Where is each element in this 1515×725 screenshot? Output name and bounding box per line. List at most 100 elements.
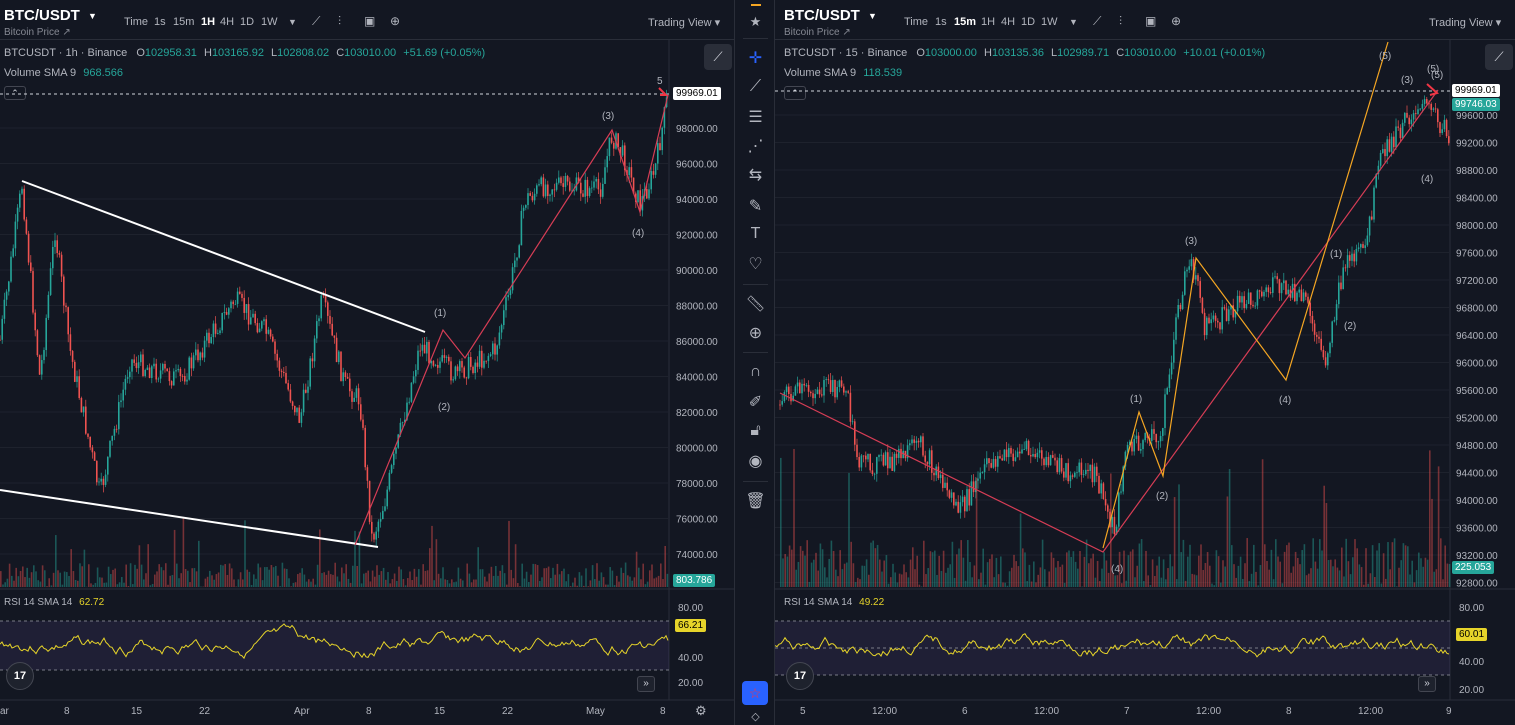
candle-body: [527, 193, 529, 206]
diamond-icon[interactable]: ◇: [751, 711, 760, 723]
projection-icon[interactable]: ⇆: [748, 167, 763, 184]
text-icon[interactable]: T: [750, 225, 761, 242]
price-axis-label: 98000.00: [676, 124, 718, 135]
candle-body: [613, 142, 615, 149]
chevron-down-icon[interactable]: ▼: [288, 17, 297, 27]
candle-body: [210, 337, 212, 344]
timeframe-1w[interactable]: 1W: [261, 16, 278, 28]
ruler-icon[interactable]: 📏︎: [745, 296, 766, 313]
tradingview-logo[interactable]: 17: [786, 662, 814, 690]
timeframe-1w[interactable]: 1W: [1041, 16, 1058, 28]
crosshair-icon[interactable]: ✛: [748, 50, 763, 67]
eye-icon[interactable]: ◉: [748, 453, 763, 470]
add-icon[interactable]: ⊕: [390, 14, 401, 28]
yellow-wave-label-3: (3): [1401, 75, 1413, 86]
candle-body: [593, 181, 595, 188]
right-price-chart[interactable]: 99600.00 99200.00 98800.00 98400.00 98000.00…: [775, 0, 1515, 725]
volume-bar: [1435, 569, 1438, 587]
lock-icon[interactable]: 🔓︎: [750, 422, 761, 439]
candles-icon[interactable]: ⫶: [1119, 14, 1123, 28]
volume-bar: [786, 556, 789, 587]
candle-body: [474, 362, 476, 374]
timeframe-15m[interactable]: 15m: [954, 16, 977, 28]
brush-icon[interactable]: ✎: [748, 198, 763, 215]
candle-body: [456, 366, 459, 372]
pattern-icon[interactable]: ⋰: [747, 138, 764, 155]
symbol-title[interactable]: BTC/USDT: [4, 7, 80, 24]
camera-icon[interactable]: ▣: [1145, 14, 1157, 28]
scroll-right-button[interactable]: »: [1418, 676, 1436, 692]
symbol-subtitle[interactable]: Bitcoin Price ↗: [4, 27, 71, 38]
heart-icon[interactable]: ♡: [748, 256, 763, 273]
symbol-title[interactable]: BTC/USDT: [784, 7, 860, 24]
scroll-right-button[interactable]: »: [637, 676, 655, 692]
timeframe-time[interactable]: Time: [124, 16, 149, 28]
timeframe-1s[interactable]: 1s: [154, 16, 166, 28]
fib-icon[interactable]: ☰: [748, 109, 763, 126]
volume-bar: [543, 568, 545, 587]
star-icon[interactable]: ★: [749, 14, 762, 29]
chevron-down-icon[interactable]: ▼: [1069, 17, 1078, 27]
add-icon[interactable]: ⊕: [1171, 14, 1182, 28]
magnet-icon[interactable]: ∩: [749, 363, 762, 380]
left-price-chart[interactable]: 98000.00 96000.00 94000.00 92000.00 90000.00…: [0, 0, 734, 725]
timeframe-1s[interactable]: 1s: [935, 16, 947, 28]
trading-view-menu[interactable]: Trading View ▾: [1429, 17, 1502, 29]
candle-body: [485, 360, 487, 362]
watchlist-star-button[interactable]: ☆: [742, 681, 768, 705]
candle-body: [1142, 440, 1144, 450]
candle-body: [47, 294, 50, 318]
drawing-toggle-button[interactable]: ⟋: [1485, 44, 1513, 70]
indicator-chart-icon[interactable]: ⟋: [1093, 14, 1102, 28]
right-chart-panel[interactable]: BTC/USDT ▼ Bitcoin Price ↗ Time 1s 15m 1…: [775, 0, 1515, 725]
candle-body: [1096, 466, 1098, 476]
chevron-down-icon[interactable]: ▼: [868, 11, 877, 21]
volume-bar: [1448, 564, 1451, 587]
volume-bar: [173, 529, 176, 587]
timeframe-time[interactable]: Time: [904, 16, 929, 28]
candles-icon[interactable]: ⫶: [338, 14, 342, 28]
collapse-legend-button[interactable]: ⌃: [4, 86, 26, 100]
candle-body: [120, 400, 122, 403]
timeframe-1h[interactable]: 1H: [981, 16, 996, 28]
candle-body: [531, 195, 534, 201]
zoom-icon[interactable]: ⊕: [748, 325, 763, 342]
candle-body: [849, 392, 852, 422]
gear-icon[interactable]: ⚙: [695, 703, 707, 718]
tradingview-logo[interactable]: 17: [6, 662, 34, 690]
trading-view-menu[interactable]: Trading View ▾: [648, 17, 721, 29]
volume-bar: [1242, 578, 1244, 587]
trash-icon[interactable]: 🗑︎: [745, 493, 766, 510]
orange-wave-label-1: (1): [1130, 394, 1142, 405]
indicator-chart-icon[interactable]: ⟋: [312, 14, 321, 28]
candle-body: [650, 171, 652, 190]
timeframe-1d[interactable]: 1D: [240, 16, 255, 28]
chevron-down-icon[interactable]: ▼: [88, 11, 97, 21]
trend-line-icon[interactable]: ⟋: [749, 78, 762, 95]
timeframe-1h[interactable]: 1H: [201, 16, 216, 28]
price-axis-label: 90000.00: [676, 266, 718, 277]
volume-bar: [310, 581, 312, 587]
timeframe-4h[interactable]: 4H: [1001, 16, 1016, 28]
volume-bar: [387, 572, 389, 587]
candle-body: [278, 360, 281, 371]
volume-bar: [226, 574, 229, 587]
candle-body: [243, 297, 245, 313]
timeframe-1d[interactable]: 1D: [1021, 16, 1036, 28]
drawing-toggle-button[interactable]: ⟋: [704, 44, 732, 70]
ohlc-legend: BTCUSDT · 1h · Binance O102958.31 H10316…: [4, 47, 486, 59]
candle-body: [349, 378, 351, 392]
timeframe-15m[interactable]: 15m: [173, 16, 195, 28]
collapse-legend-button[interactable]: ⌃: [784, 86, 806, 100]
volume-bar: [81, 566, 83, 587]
lock-draw-icon[interactable]: ✐: [748, 394, 763, 411]
left-chart-panel[interactable]: BTC/USDT ▼ Bitcoin Price ↗ Time 1s 15m 1…: [0, 0, 734, 725]
camera-icon[interactable]: ▣: [364, 14, 376, 28]
candle-body: [1393, 136, 1395, 148]
timeframe-4h[interactable]: 4H: [220, 16, 235, 28]
time-axis-label: 15: [131, 706, 143, 717]
price-axis-label: 74000.00: [676, 550, 718, 561]
symbol-subtitle[interactable]: Bitcoin Price ↗: [784, 27, 851, 38]
candle-body: [562, 183, 564, 187]
volume-bar: [596, 563, 598, 587]
